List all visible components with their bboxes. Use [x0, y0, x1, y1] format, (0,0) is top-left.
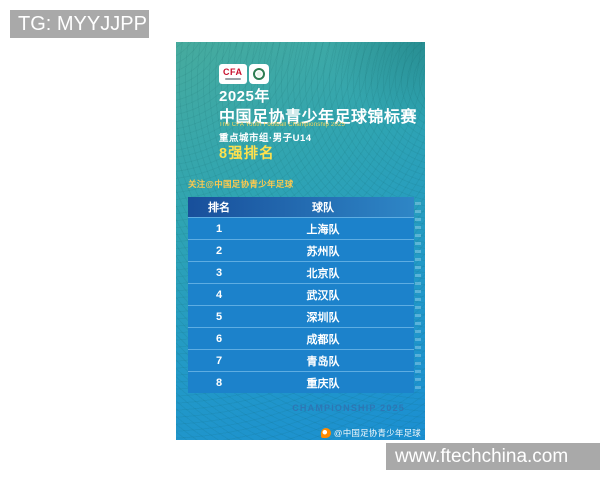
table-row: 2 苏州队 [188, 239, 414, 261]
rank-cell: 8 [215, 376, 223, 389]
table-row: 5 深圳队 [188, 305, 414, 327]
table-row: 8 重庆队 [188, 371, 414, 393]
poster-group-label: 重点城市组·男子U14 [219, 133, 312, 144]
decorative-vertical-pattern [415, 202, 421, 392]
team-cell: 上海队 [306, 223, 340, 236]
weibo-icon [320, 428, 331, 438]
rank-cell: 4 [215, 288, 223, 301]
cfa-logo-box: CFA [219, 64, 247, 84]
team-cell: 成都队 [306, 333, 340, 346]
team-cell: 北京队 [306, 267, 340, 280]
team-cell: 武汉队 [306, 289, 340, 302]
poster-title: 中国足协青少年足球锦标赛 [219, 109, 418, 126]
team-cell: 苏州队 [306, 245, 340, 258]
header-rank: 排名 [208, 202, 230, 214]
credit-watermark: @中国足协青少年足球 [320, 427, 421, 439]
ranking-table-header: 排名 球队 [188, 197, 414, 217]
team-cell: 重庆队 [306, 377, 340, 390]
rank-cell: 1 [215, 222, 223, 235]
team-cell: 深圳队 [306, 311, 340, 324]
team-cell: 青岛队 [306, 355, 340, 368]
credit-text: @中国足协青少年足球 [333, 428, 421, 438]
cfa-emblem-icon [248, 64, 269, 84]
header-team: 球队 [312, 202, 334, 214]
table-row: 6 成都队 [188, 327, 414, 349]
rank-cell: 3 [215, 266, 223, 279]
tg-watermark-label: TG: MYYJJPP [18, 13, 147, 35]
table-row: 1 上海队 [188, 217, 414, 239]
championship-poster: CFA 2025年 中国足协青少年足球锦标赛 The CFA Youth Foo… [176, 42, 425, 440]
footer-championship-label: CHAMPIONSHIP 2025 [292, 403, 405, 413]
table-row: 7 青岛队 [188, 349, 414, 371]
cfa-logo-text: CFA [223, 67, 243, 77]
cfa-logo-subline [224, 78, 241, 80]
table-row: 3 北京队 [188, 261, 414, 283]
cfa-logo: CFA [219, 64, 269, 84]
rank-cell: 2 [215, 244, 223, 257]
rank-cell: 5 [215, 310, 223, 323]
rank-cell: 6 [215, 332, 223, 345]
cfa-emblem-ring [252, 68, 265, 80]
site-watermark-label: www.ftechchina.com [395, 446, 569, 467]
site-watermark-banner: www.ftechchina.com [386, 443, 600, 470]
rank-cell: 7 [215, 354, 223, 367]
table-row: 4 武汉队 [188, 283, 414, 305]
poster-section-title: 8强排名 [219, 146, 275, 162]
tg-watermark-banner: TG: MYYJJPP [10, 10, 149, 38]
poster-title-english: The CFA Youth Football Championship 2025 [219, 122, 346, 128]
poster-year: 2025年 [219, 88, 270, 105]
ranking-table: 排名 球队 1 上海队 2 苏州队 3 北京队 4 武汉队 5 深圳队 [188, 197, 414, 393]
follow-note: 关注@中国足协青少年足球 [188, 179, 294, 189]
